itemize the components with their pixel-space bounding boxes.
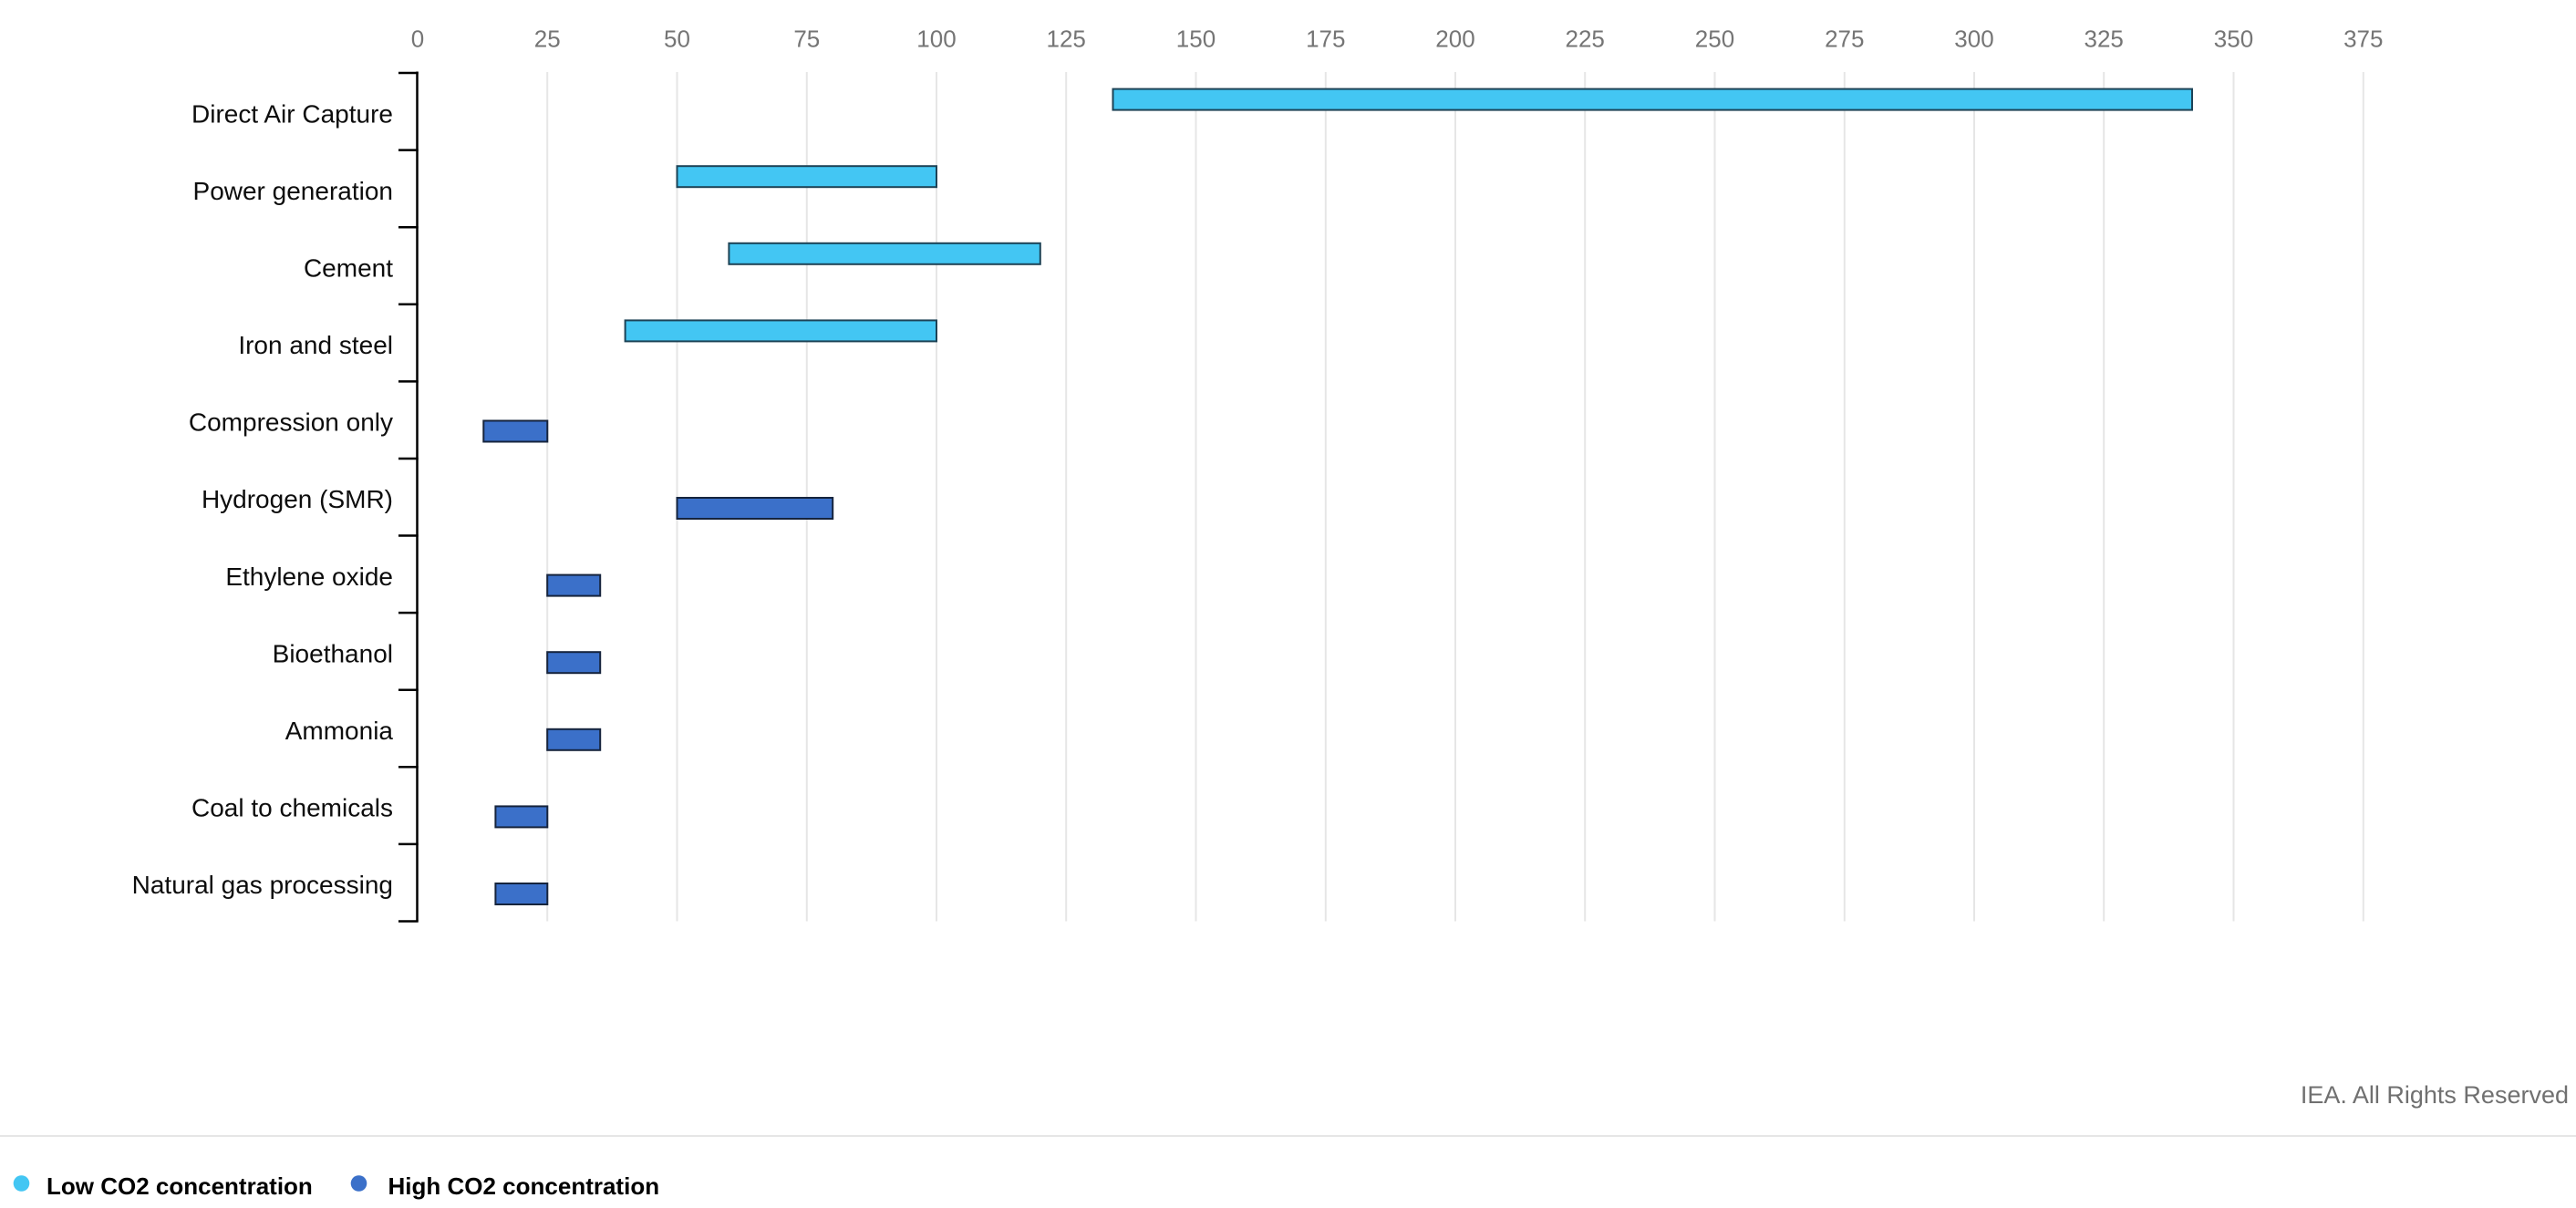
svg-text:75: 75 — [793, 26, 820, 53]
svg-text:175: 175 — [1306, 26, 1345, 53]
svg-text:Ammonia: Ammonia — [285, 717, 394, 745]
svg-text:275: 275 — [1825, 26, 1864, 53]
svg-text:0: 0 — [411, 26, 424, 53]
svg-text:Iron and steel: Iron and steel — [238, 331, 393, 359]
svg-text:Low CO2 concentration: Low CO2 concentration — [47, 1172, 313, 1200]
svg-text:IEA. All Rights Reserved: IEA. All Rights Reserved — [2301, 1081, 2569, 1109]
svg-text:50: 50 — [664, 26, 690, 53]
svg-text:375: 375 — [2343, 26, 2383, 53]
svg-text:Hydrogen (SMR): Hydrogen (SMR) — [202, 485, 393, 513]
svg-text:Cement: Cement — [304, 254, 393, 283]
svg-text:High CO2 concentration: High CO2 concentration — [388, 1172, 660, 1200]
svg-text:325: 325 — [2085, 26, 2124, 53]
svg-text:Ethylene oxide: Ethylene oxide — [225, 563, 393, 591]
svg-text:150: 150 — [1176, 26, 1216, 53]
svg-text:100: 100 — [916, 26, 956, 53]
svg-text:Compression only: Compression only — [189, 408, 393, 437]
svg-text:200: 200 — [1435, 26, 1474, 53]
svg-text:300: 300 — [1954, 26, 1993, 53]
svg-text:350: 350 — [2214, 26, 2253, 53]
svg-text:Bioethanol: Bioethanol — [273, 639, 393, 667]
svg-text:Power generation: Power generation — [193, 177, 393, 205]
svg-text:Coal to chemicals: Coal to chemicals — [191, 794, 393, 822]
svg-text:25: 25 — [534, 26, 561, 53]
svg-text:Natural gas processing: Natural gas processing — [132, 871, 393, 899]
svg-text:Direct Air Capture: Direct Air Capture — [191, 99, 393, 128]
svg-text:125: 125 — [1047, 26, 1086, 53]
svg-text:250: 250 — [1695, 26, 1734, 53]
svg-text:225: 225 — [1566, 26, 1605, 53]
